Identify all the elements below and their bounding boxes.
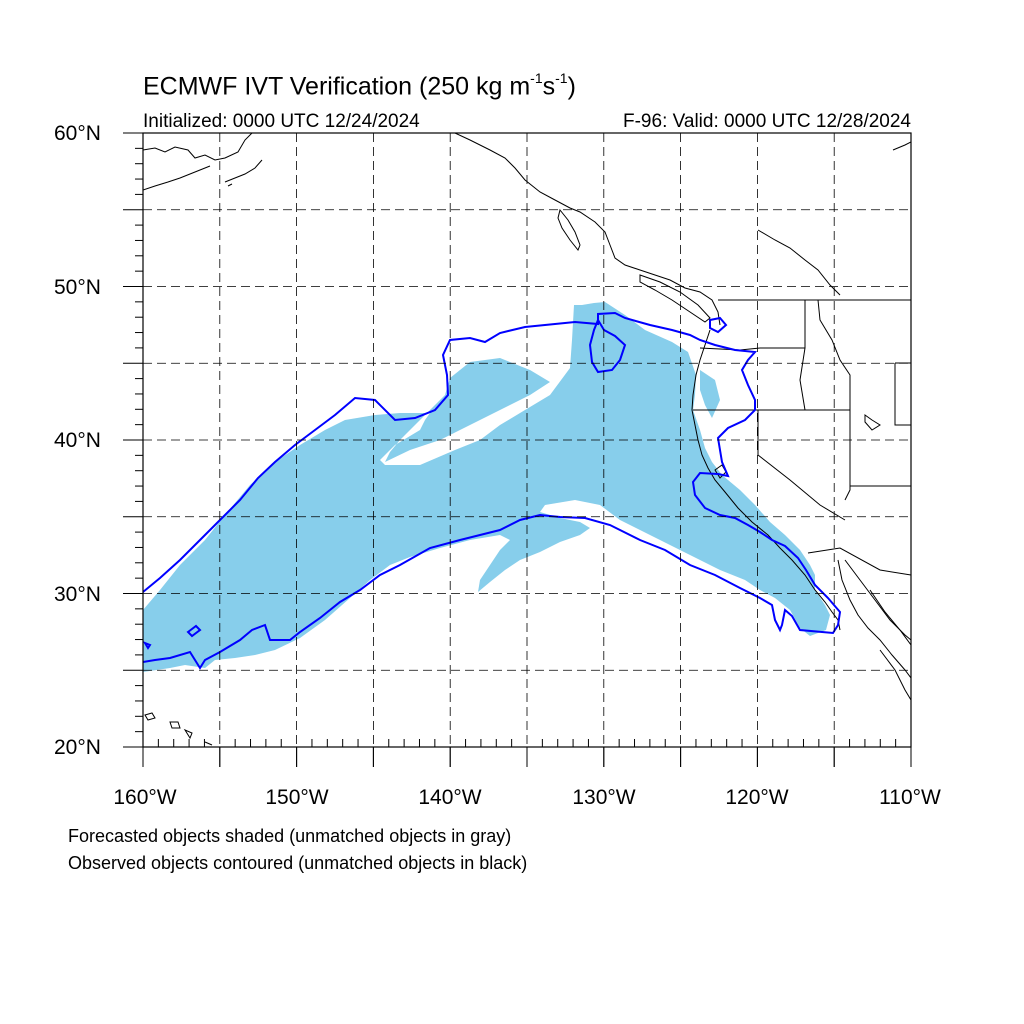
forecast-objects — [143, 302, 830, 672]
canada-interior — [757, 141, 911, 296]
wa-or-border — [699, 347, 805, 351]
lat-label-30n: 30°N — [54, 583, 101, 606]
figure-title: ECMWF IVT Verification (250 kg m-1s-1) — [143, 70, 576, 101]
ca-nv-border — [757, 410, 846, 521]
alaska-islands — [224, 159, 263, 187]
forecast-ivt-object — [143, 302, 830, 672]
observed-objects — [143, 311, 842, 670]
lon-label-110w: 110°W — [879, 786, 941, 809]
vancouver-island — [639, 274, 711, 323]
us-west-coast — [691, 329, 841, 631]
observed-small-object-1 — [143, 641, 152, 650]
lat-label-60n: 60°N — [54, 122, 101, 145]
mexico-border — [807, 547, 911, 576]
lon-label-120w: 120°W — [725, 786, 789, 809]
lon-label-130w: 130°W — [572, 786, 636, 809]
baja-california — [837, 559, 911, 679]
observed-small-object-2 — [186, 624, 202, 638]
nevada-east-border — [844, 410, 851, 501]
legend-note-forecast: Forecasted objects shaded (unmatched obj… — [68, 826, 512, 846]
coastlines — [143, 133, 911, 746]
hawaii-islands — [144, 712, 213, 746]
lon-label-140w: 140°W — [418, 786, 482, 809]
lat-label-40n: 40°N — [54, 429, 101, 452]
lon-label-150w: 150°W — [265, 786, 329, 809]
idaho-east-border — [817, 299, 851, 410]
forecast-ivt-object-small — [700, 370, 720, 418]
lat-label-20n: 20°N — [54, 736, 101, 759]
map-frame — [142, 132, 912, 748]
legend-note-observed: Observed objects contoured (unmatched ob… — [68, 853, 528, 873]
observed-inner-loop — [588, 317, 627, 374]
valid-time-label: F-96: Valid: 0000 UTC 12/28/2024 — [623, 111, 911, 132]
axis-ticks — [123, 132, 912, 767]
initialized-label: Initialized: 0000 UTC 12/24/2024 — [143, 111, 420, 132]
idaho-border — [799, 300, 806, 411]
lat-label-50n: 50°N — [54, 276, 101, 299]
alaska-coast — [143, 133, 253, 161]
lat-lon-grid — [143, 133, 911, 747]
lon-label-160w: 160°W — [113, 786, 177, 809]
haida-gwaii — [557, 208, 581, 251]
gulf-california-east — [844, 559, 911, 641]
utah-border — [850, 362, 911, 487]
alaska-panhandle-coast — [454, 133, 721, 326]
great-salt-lake — [864, 414, 881, 431]
observed-small-object-3 — [709, 316, 728, 334]
mexico-mainland-coast — [869, 589, 911, 701]
alaska-coast-south — [143, 165, 211, 191]
observed-ivt-contour — [143, 311, 842, 670]
